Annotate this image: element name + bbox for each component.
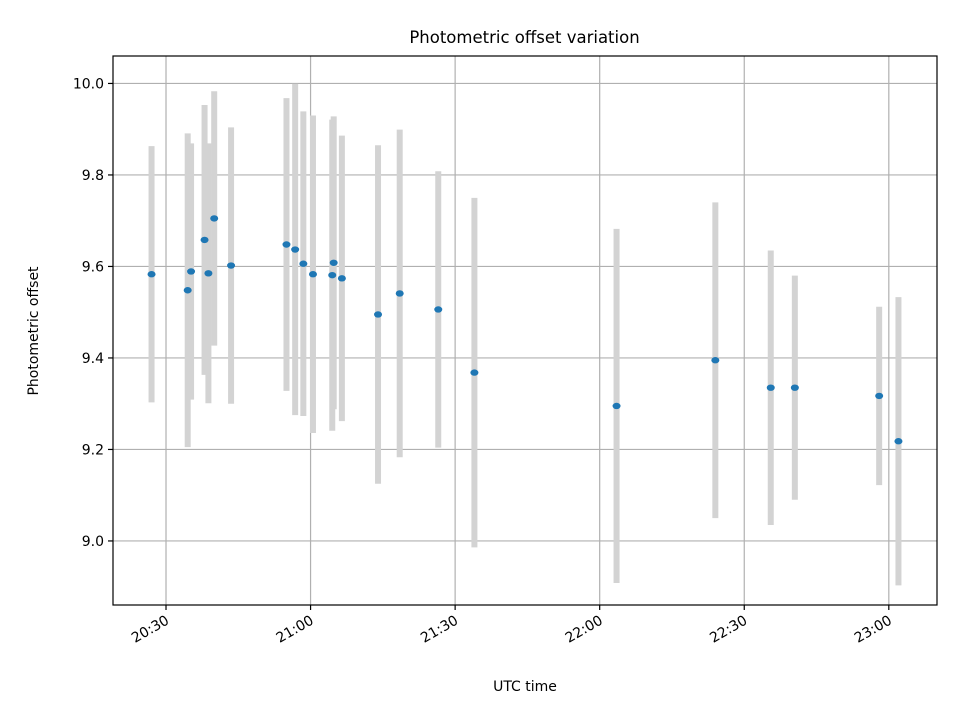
y-tick-label: 9.8 [82,168,104,184]
x-tick-label: 22:30 [707,613,750,647]
data-points [147,215,903,445]
data-point [434,306,443,313]
y-tick-label: 10.0 [73,76,104,92]
plot-frame [112,55,938,606]
data-point [766,384,775,391]
y-tick-label: 9.0 [82,534,104,550]
chart-title: Photometric offset variation [409,28,639,47]
data-point [227,262,236,269]
x-axis-ticks: 20:30 21:00 21:30 22:00 22:30 23:00 [129,605,895,647]
data-point [291,246,300,253]
y-axis-ticks: 9.0 9.2 9.4 9.6 9.8 10.0 [73,76,113,550]
data-point [374,311,383,318]
x-tick-label: 23:00 [852,613,895,647]
data-point [329,259,338,266]
data-point [282,241,291,248]
data-point [395,290,404,297]
x-tick-label: 20:30 [129,613,172,647]
data-point [875,392,884,400]
data-point [200,236,209,244]
data-point [204,270,213,277]
data-point [711,357,720,364]
data-point [210,215,219,222]
x-tick-label: 21:00 [274,613,317,647]
data-point [790,384,799,391]
y-tick-label: 9.2 [82,442,104,458]
data-point [147,271,156,278]
x-tick-label: 21:30 [418,613,461,647]
data-point [183,287,192,294]
y-axis-label: Photometric offset [26,266,42,396]
data-point [299,260,308,267]
data-point [612,402,621,410]
data-point [308,271,317,278]
data-point [187,268,196,275]
error-bars [148,83,902,586]
data-point [337,275,346,282]
y-tick-label: 9.4 [82,351,104,367]
data-point [470,369,479,376]
grid [113,56,937,605]
x-tick-label: 22:00 [563,613,606,647]
y-tick-label: 9.6 [82,259,104,275]
data-point [894,438,903,445]
x-axis-label: UTC time [493,679,557,695]
data-point [328,271,337,279]
